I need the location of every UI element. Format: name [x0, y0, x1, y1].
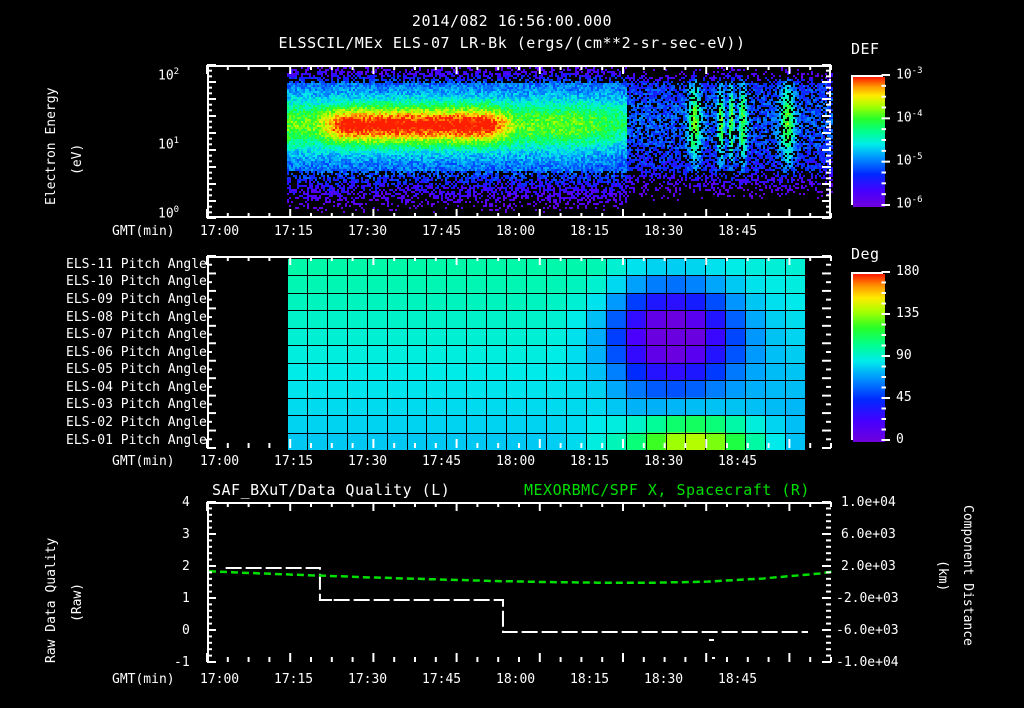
- panel2-pitch-angle-grid: [209, 258, 833, 450]
- panel2-xtick-0: 17:00: [200, 454, 240, 469]
- panel3-plot-frame: [207, 502, 833, 664]
- panel2-xtick-2: 17:30: [348, 454, 388, 469]
- panel2-cb-label-2: 90: [896, 348, 912, 363]
- page-subtitle: ELSSCIL/MEx ELS-07 LR-Bk (ergs/(cm**2-sr…: [278, 34, 746, 52]
- panel3-title-left: SAF_BXuT/Data Quality (L): [212, 481, 451, 499]
- panel3-xtick-2: 17:30: [348, 672, 388, 687]
- panel3-ytick-4: 4: [182, 495, 190, 510]
- panel3-xlabel: GMT(min): [112, 672, 175, 687]
- panel2-xtick-6: 18:30: [644, 454, 684, 469]
- panel2-row-label-4: ELS-07 Pitch Angle: [66, 327, 207, 342]
- panel3-ylabel: Raw Data Quality: [44, 537, 59, 663]
- panel3-xtick-0: 17:00: [200, 672, 240, 687]
- panel1-yunit: (eV): [70, 143, 85, 175]
- panel3-xtick-4: 18:00: [496, 672, 536, 687]
- panel3-ytick-2: 2: [182, 559, 190, 574]
- panel1-xtick-0: 17:00: [200, 224, 240, 239]
- panel2-xtick-7: 18:45: [718, 454, 758, 469]
- panel2-row-label-5: ELS-06 Pitch Angle: [66, 345, 207, 360]
- panel2-row-label-0: ELS-11 Pitch Angle: [66, 257, 207, 272]
- panel2-xlabel: GMT(min): [112, 454, 175, 469]
- panel2-row-label-7: ELS-04 Pitch Angle: [66, 380, 207, 395]
- panel1-xlabel: GMT(min): [112, 224, 175, 239]
- panel2-xtick-3: 17:45: [422, 454, 462, 469]
- panel1-spectrogram: [209, 67, 833, 220]
- panel1-colorbar: [851, 75, 885, 207]
- panel2-row-label-10: ELS-01 Pitch Angle: [66, 433, 207, 448]
- page-title-datetime: 2014/082 16:56:00.000: [411, 12, 613, 30]
- panel1-plot-frame: [207, 65, 833, 220]
- panel2-row-label-9: ELS-02 Pitch Angle: [66, 415, 207, 430]
- panel1-colorbar-title: DEF: [851, 40, 880, 58]
- panel1-ytick-10: 101: [158, 136, 180, 153]
- panel3-yunit: (Raw): [70, 582, 85, 622]
- panel2-cb-label-1: 135: [896, 306, 920, 321]
- panel3-ytick-1: 1: [182, 591, 190, 606]
- panel3-yunit-right: (km): [935, 560, 950, 592]
- panel3-xtick-1: 17:15: [274, 672, 314, 687]
- panel1-xtick-3: 17:45: [422, 224, 462, 239]
- panel3-ylabel-right: Component Distance: [960, 505, 975, 646]
- panel1-cb-label-1: 10-4: [896, 109, 923, 126]
- panel1-xtick-1: 17:15: [274, 224, 314, 239]
- panel3-rtick-0: 1.0e+04: [841, 495, 896, 510]
- panel1-colorbar-ticks: [881, 65, 911, 215]
- panel2-cb-label-3: 45: [896, 390, 912, 405]
- panel3-rtick-2: 2.0e+03: [841, 559, 896, 574]
- panel2-xtick-1: 17:15: [274, 454, 314, 469]
- panel2-row-label-2: ELS-09 Pitch Angle: [66, 292, 207, 307]
- panel1-xtick-4: 18:00: [496, 224, 536, 239]
- panel1-xtick-5: 18:15: [570, 224, 610, 239]
- panel1-xtick-2: 17:30: [348, 224, 388, 239]
- panel3-rtick-1: 6.0e+03: [841, 527, 896, 542]
- panel3-xtick-5: 18:15: [570, 672, 610, 687]
- panel3-line-chart: [209, 504, 833, 664]
- panel2-cb-label-0: 180: [896, 264, 920, 279]
- panel1-ytick-1: 100: [158, 205, 180, 222]
- panel1-cb-label-2: 10-5: [896, 152, 923, 169]
- panel3-ytick-3: 3: [182, 527, 190, 542]
- panel1-cb-label-0: 10-3: [896, 66, 923, 83]
- panel2-xtick-5: 18:15: [570, 454, 610, 469]
- panel3-rtick-4: -6.0e+03: [836, 623, 899, 638]
- panel2-row-label-3: ELS-08 Pitch Angle: [66, 310, 207, 325]
- panel2-colorbar: [851, 272, 885, 442]
- panel1-ytick-100: 102: [158, 67, 180, 84]
- panel3-xtick-7: 18:45: [718, 672, 758, 687]
- panel3-xtick-3: 17:45: [422, 672, 462, 687]
- panel3-rtick-5: -1.0e+04: [836, 655, 899, 670]
- panel2-xtick-4: 18:00: [496, 454, 536, 469]
- panel1-cb-label-3: 10-6: [896, 195, 923, 212]
- panel3-title-right: MEXORBMC/SPF X, Spacecraft (R): [524, 481, 810, 499]
- panel2-colorbar-title: Deg: [851, 245, 880, 263]
- panel3-ytick-0: 0: [182, 623, 190, 638]
- panel1-ylabel: Electron Energy: [44, 87, 59, 205]
- panel3-xtick-6: 18:30: [644, 672, 684, 687]
- panel2-plot-frame: [207, 256, 833, 450]
- panel3-rtick-3: -2.0e+03: [836, 591, 899, 606]
- panel2-row-label-8: ELS-03 Pitch Angle: [66, 397, 207, 412]
- panel1-xtick-6: 18:30: [644, 224, 684, 239]
- panel2-row-label-1: ELS-10 Pitch Angle: [66, 274, 207, 289]
- panel2-row-label-6: ELS-05 Pitch Angle: [66, 362, 207, 377]
- panel1-xtick-7: 18:45: [718, 224, 758, 239]
- panel3-ytick-m1: -1: [174, 655, 190, 670]
- panel2-cb-label-4: 0: [896, 432, 904, 447]
